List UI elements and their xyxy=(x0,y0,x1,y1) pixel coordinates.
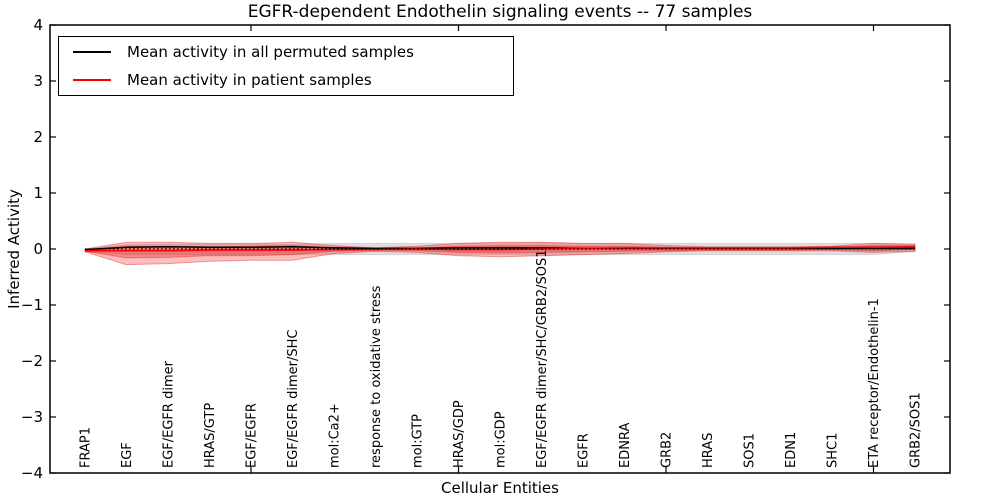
entity-labels: FRAP1 EGF EGF/EGFR dimer HRAS/GTP EGF/EGFR EG… xyxy=(79,250,924,469)
entity-label: EGF/EGFR dimer/SHC/GRB2/SOS1 xyxy=(535,250,550,469)
legend-label-patient: Mean activity in patient samples xyxy=(127,71,372,90)
entity-label: mol:GTP xyxy=(411,414,426,468)
entity-label: EDN1 xyxy=(784,432,799,468)
entity-label: GRB2 xyxy=(660,432,675,468)
y-tick-label: −3 xyxy=(21,408,43,426)
y-tick-label: −2 xyxy=(21,352,43,370)
entity-label: HRAS/GTP xyxy=(203,403,218,468)
entity-label: HRAS xyxy=(701,433,716,468)
x-ticks xyxy=(250,25,875,473)
entity-label: HRAS/GDP xyxy=(452,400,467,468)
legend-item-permuted: Mean activity in all permuted samples xyxy=(59,38,513,66)
mean-lines xyxy=(84,246,916,252)
legend-item-patient: Mean activity in patient samples xyxy=(59,66,513,94)
entity-label: SOS1 xyxy=(743,433,758,468)
entity-label: SHC1 xyxy=(826,433,841,468)
chart-title: EGFR-dependent Endothelin signaling even… xyxy=(247,2,753,22)
bands xyxy=(84,241,916,266)
legend-label-permuted: Mean activity in all permuted samples xyxy=(127,42,414,61)
entity-label: ETA receptor/Endothelin-1 xyxy=(867,298,882,468)
y-ticks: 4 3 2 1 0 −1 −2 −3 −4 xyxy=(21,16,950,482)
entity-label: mol:Ca2+ xyxy=(328,403,343,468)
entity-label: EGF xyxy=(120,442,135,468)
y-tick-label: 1 xyxy=(33,184,43,202)
entity-label: GRB2/SOS1 xyxy=(909,392,924,468)
y-tick-label: −4 xyxy=(21,464,43,482)
y-tick-label: 3 xyxy=(33,72,43,90)
y-tick-label: 0 xyxy=(33,240,43,258)
entity-label: EDNRA xyxy=(618,423,633,468)
y-tick-label: 2 xyxy=(33,128,43,146)
permuted-line-swatch xyxy=(73,50,111,53)
patient-line-swatch xyxy=(73,79,111,82)
entity-label: EGFR xyxy=(577,433,592,468)
entity-label: EGF/EGFR dimer xyxy=(162,360,177,468)
entity-label: FRAP1 xyxy=(79,427,94,468)
y-tick-label: 4 xyxy=(33,16,43,34)
entity-label: response to oxidative stress xyxy=(369,285,384,468)
y-axis-label: Inferred Activity xyxy=(5,189,23,309)
mean-line-patient xyxy=(85,246,916,252)
y-tick-label: −1 xyxy=(21,296,43,314)
entity-label: EGF/EGFR dimer/SHC xyxy=(286,330,301,468)
entity-label: mol:GDP xyxy=(494,411,509,468)
x-axis-label: Cellular Entities xyxy=(441,479,559,497)
entity-label: EGF/EGFR xyxy=(245,403,260,468)
legend-box: Mean activity in all permuted samples Me… xyxy=(58,36,514,96)
